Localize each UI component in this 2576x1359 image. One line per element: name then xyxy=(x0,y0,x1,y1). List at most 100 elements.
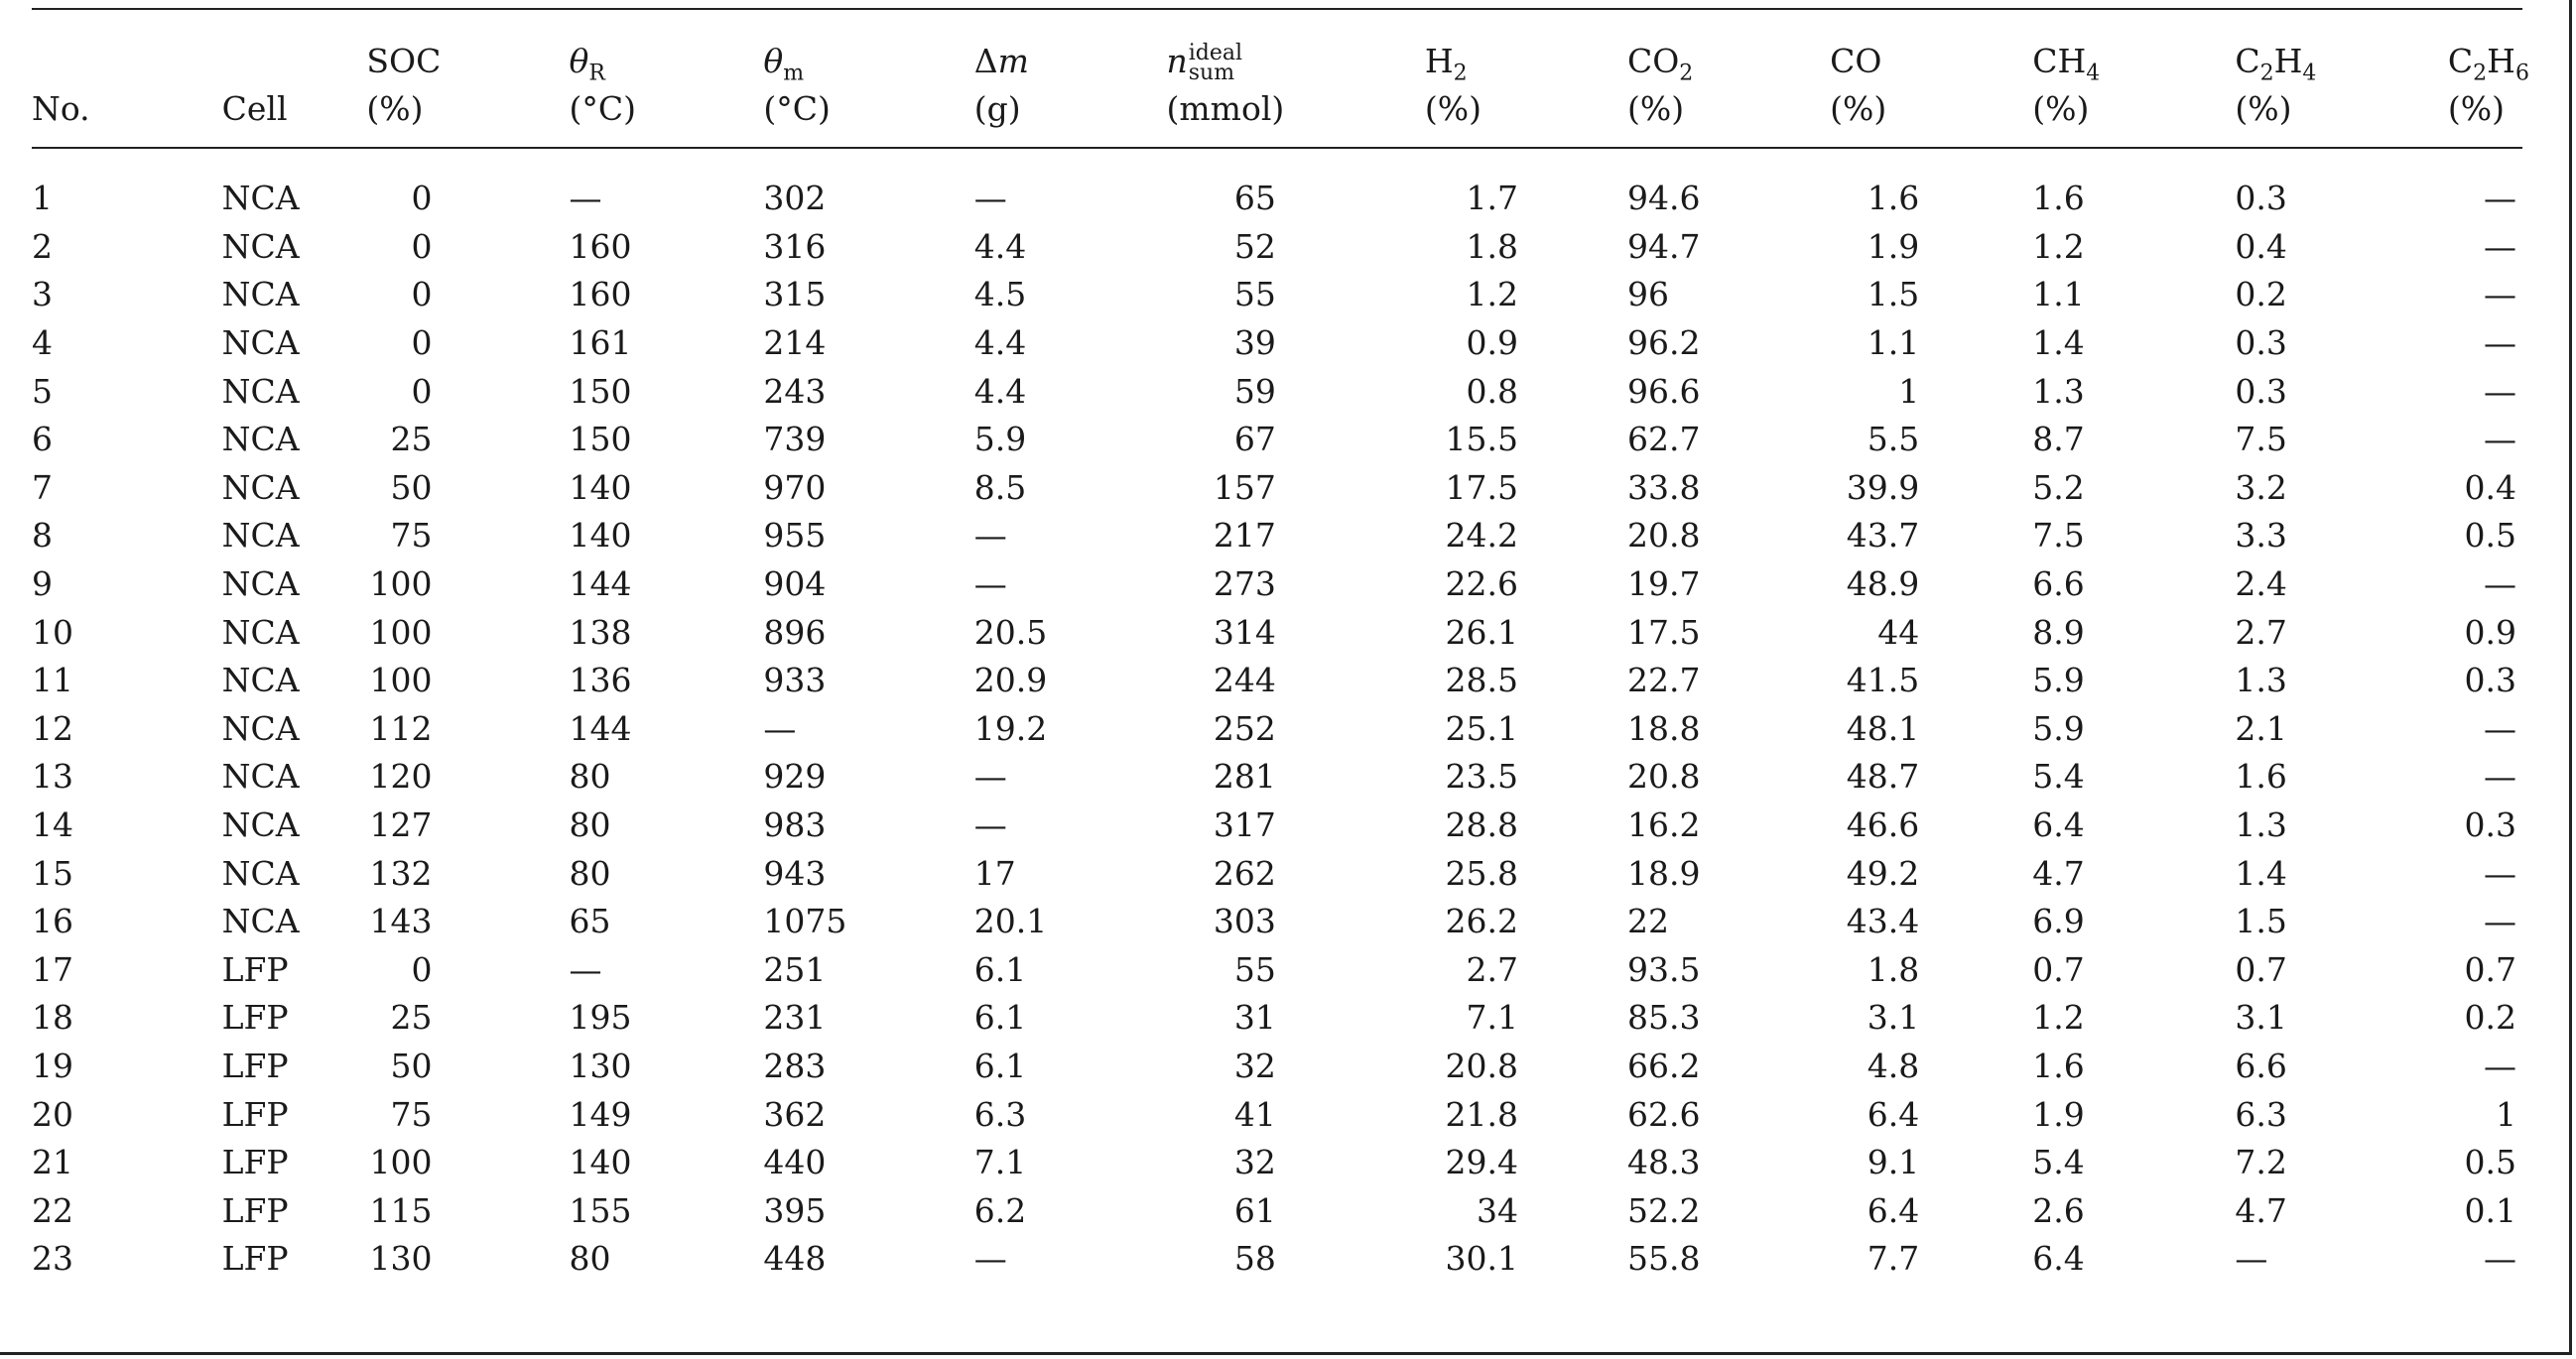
cell-c2h4: 0.7 xyxy=(2235,949,2287,989)
top-rule xyxy=(32,8,2522,38)
cell-soc: 100 xyxy=(369,661,433,700)
cell-theta_r: 144 xyxy=(569,708,632,748)
cell-delta_m: — xyxy=(973,179,1007,218)
cell-c2h4: 1.6 xyxy=(2235,757,2287,797)
cell-delta_m: 6.2 xyxy=(973,1190,1027,1230)
cell-cell: NCA xyxy=(221,323,300,363)
cell-theta_m: 1075 xyxy=(763,902,847,941)
header-co2: CO2 (%) xyxy=(1626,38,1831,149)
cell-co2: 16.2 xyxy=(1626,805,1701,845)
cell-c2h6: — xyxy=(2484,179,2516,218)
cell-no: 17 xyxy=(32,949,73,989)
cell-soc: 0 xyxy=(411,949,433,989)
table-body: 1 NCA 0—302—65 1.7 94.6 1.6 1.6 0.3—2 NCA 0 160 316… xyxy=(32,148,2522,1284)
header-delta-m: Δm (g) xyxy=(973,38,1167,149)
cell-h2: 29.4 xyxy=(1445,1143,1518,1182)
cell-cell: NCA xyxy=(221,275,300,314)
cell-c2h4: 2.7 xyxy=(2235,612,2287,652)
cell-theta_r: 138 xyxy=(569,612,632,652)
cell-no: 3 xyxy=(32,275,53,314)
cell-no: 1 xyxy=(32,179,53,218)
cell-theta_m: 904 xyxy=(763,564,827,604)
cell-delta_m: — xyxy=(973,516,1007,556)
cell-no: 11 xyxy=(32,661,73,700)
cell-n_ideal: 217 xyxy=(1213,516,1276,556)
cell-co: 1.6 xyxy=(1867,179,1920,218)
table-row: 19 LFP 50 130 283 6.1 32 20.8 66.2 4.8 1.6 6.6 — xyxy=(32,1043,2522,1091)
cell-theta_m: 214 xyxy=(763,323,827,363)
cell-ch4: 8.9 xyxy=(2032,612,2085,652)
cell-co: 9.1 xyxy=(1867,1143,1920,1182)
cell-h2: 1.2 xyxy=(1466,275,1518,314)
cell-n_ideal: 262 xyxy=(1213,853,1276,893)
cell-ch4: 1.6 xyxy=(2032,179,2085,218)
cell-cell: NCA xyxy=(221,179,300,218)
cell-c2h6: — xyxy=(2484,853,2516,893)
cell-theta_r: — xyxy=(569,949,602,989)
cell-h2: 2.7 xyxy=(1466,949,1518,989)
table-row: 10 NCA 100 138 896 20.5 314 26.1 17.5 44 8.9 2.7 0.9 xyxy=(32,608,2522,657)
cell-no: 22 xyxy=(32,1190,73,1230)
cell-delta_m: 4.4 xyxy=(973,323,1027,363)
cell-soc: 75 xyxy=(390,1094,433,1134)
cell-cell: NCA xyxy=(221,902,300,941)
cell-co2: 66.2 xyxy=(1626,1046,1701,1085)
cell-ch4: 1.9 xyxy=(2032,1094,2085,1134)
cell-c2h6: 1 xyxy=(2496,1094,2516,1134)
cell-co: 43.7 xyxy=(1846,516,1920,556)
cell-co: 3.1 xyxy=(1867,998,1920,1038)
cell-n_ideal: 55 xyxy=(1233,949,1276,989)
cell-co2: 55.8 xyxy=(1626,1239,1701,1279)
cell-cell: LFP xyxy=(221,1190,289,1230)
cell-c2h4: 2.1 xyxy=(2235,708,2287,748)
header-no: No. xyxy=(32,38,222,149)
cell-c2h6: 0.5 xyxy=(2464,516,2516,556)
cell-co: 44 xyxy=(1877,612,1920,652)
cell-delta_m: 20.1 xyxy=(973,902,1048,941)
cell-co: 6.4 xyxy=(1867,1190,1920,1230)
cell-soc: 0 xyxy=(411,323,433,363)
cell-co2: 18.9 xyxy=(1626,853,1701,893)
cell-co2: 94.7 xyxy=(1626,226,1701,266)
cell-cell: LFP xyxy=(221,998,289,1038)
cell-cell: NCA xyxy=(221,853,300,893)
cell-theta_m: 231 xyxy=(763,998,827,1038)
cell-soc: 50 xyxy=(390,467,433,507)
cell-ch4: 5.9 xyxy=(2032,661,2085,700)
cell-cell: LFP xyxy=(221,1046,289,1085)
cell-soc: 50 xyxy=(390,1046,433,1085)
cell-co: 4.8 xyxy=(1867,1046,1920,1085)
cell-theta_m: 943 xyxy=(763,853,827,893)
cell-co: 48.9 xyxy=(1846,564,1920,604)
cell-theta_r: 80 xyxy=(569,853,611,893)
cell-co: 7.7 xyxy=(1867,1239,1920,1279)
cell-cell: NCA xyxy=(221,516,300,556)
table-row: 6 NCA 25 150 739 5.9 67 15.5 62.7 5.5 8.7 7.5 — xyxy=(32,416,2522,464)
cell-co2: 18.8 xyxy=(1626,708,1701,748)
table-row: 18 LFP 25 195 231 6.1 31 7.1 85.3 3.1 1.2 3.1 0.2 xyxy=(32,994,2522,1043)
cell-no: 5 xyxy=(32,371,53,411)
cell-soc: 100 xyxy=(369,1143,433,1182)
cell-soc: 0 xyxy=(411,275,433,314)
cell-delta_m: — xyxy=(973,1239,1007,1279)
cell-theta_r: 161 xyxy=(569,323,632,363)
cell-n_ideal: 41 xyxy=(1233,1094,1276,1134)
cell-no: 16 xyxy=(32,902,73,941)
table-row: 2 NCA 0 160 316 4.4 52 1.8 94.7 1.9 1.2 0.4 — xyxy=(32,223,2522,272)
cell-theta_m: 283 xyxy=(763,1046,827,1085)
cell-theta_m: 395 xyxy=(763,1190,827,1230)
cell-c2h6: — xyxy=(2484,226,2516,266)
cell-ch4: 8.7 xyxy=(2032,420,2085,459)
cell-ch4: 6.9 xyxy=(2032,902,2085,941)
table-row: 11 NCA 100 136 933 20.9 244 28.5 22.7 41.5 5.9 1.3 0… xyxy=(32,657,2522,705)
cell-theta_r: 140 xyxy=(569,1143,632,1182)
cell-co2: 62.7 xyxy=(1626,420,1701,459)
cell-no: 21 xyxy=(32,1143,73,1182)
table-row: 14 NCA 127 80 983 — 317 28.8 16.2 46.6 6.4 1.3 0.3 xyxy=(32,802,2522,850)
cell-delta_m: 17 xyxy=(973,853,1016,893)
cell-ch4: 5.2 xyxy=(2032,467,2085,507)
cell-h2: 17.5 xyxy=(1445,467,1518,507)
cell-soc: 132 xyxy=(369,853,433,893)
cell-n_ideal: 31 xyxy=(1233,998,1276,1038)
